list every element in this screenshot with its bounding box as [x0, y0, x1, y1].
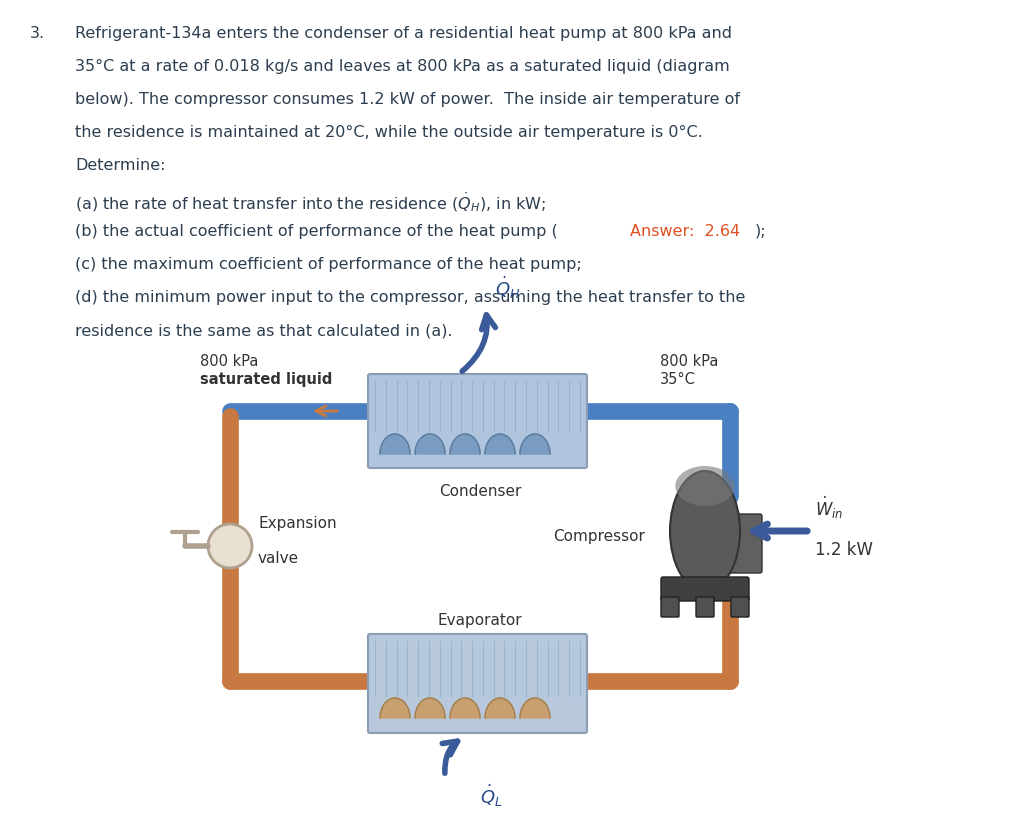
Polygon shape: [485, 698, 515, 718]
FancyBboxPatch shape: [662, 577, 749, 601]
Text: 35°C at a rate of 0.018 kg/s and leaves at 800 kPa as a saturated liquid (diagra: 35°C at a rate of 0.018 kg/s and leaves …: [75, 59, 730, 74]
Text: $\dot{W}_{in}$: $\dot{W}_{in}$: [815, 495, 844, 521]
Polygon shape: [450, 434, 480, 454]
Text: $\dot{Q}_H$: $\dot{Q}_H$: [495, 275, 520, 301]
Text: Determine:: Determine:: [75, 158, 166, 173]
Polygon shape: [380, 698, 410, 718]
Polygon shape: [415, 434, 445, 454]
Polygon shape: [450, 698, 480, 718]
Text: 3.: 3.: [30, 26, 45, 41]
Polygon shape: [415, 698, 445, 718]
Text: Condenser: Condenser: [439, 484, 521, 499]
Text: (b) the actual coefficient of performance of the heat pump (: (b) the actual coefficient of performanc…: [75, 224, 558, 239]
FancyBboxPatch shape: [696, 597, 714, 617]
Text: );: );: [755, 224, 767, 239]
Text: the residence is maintained at 20°C, while the outside air temperature is 0°C.: the residence is maintained at 20°C, whi…: [75, 125, 702, 140]
Text: valve: valve: [258, 551, 299, 566]
Text: Expansion: Expansion: [258, 516, 337, 531]
FancyBboxPatch shape: [368, 374, 587, 468]
Text: Answer:  2.64: Answer: 2.64: [630, 224, 740, 239]
FancyBboxPatch shape: [368, 634, 587, 733]
Polygon shape: [380, 434, 410, 454]
Text: (a) the rate of heat transfer into the residence ($\dot{Q}_H$), in kW;: (a) the rate of heat transfer into the r…: [75, 191, 546, 214]
Text: residence is the same as that calculated in (a).: residence is the same as that calculated…: [75, 323, 453, 338]
Text: 800 kPa: 800 kPa: [660, 354, 719, 369]
FancyBboxPatch shape: [731, 597, 749, 617]
Polygon shape: [520, 434, 550, 454]
Text: below). The compressor consumes 1.2 kW of power.  The inside air temperature of: below). The compressor consumes 1.2 kW o…: [75, 92, 740, 107]
Text: Evaporator: Evaporator: [437, 613, 522, 628]
Text: $\dot{Q}_L$: $\dot{Q}_L$: [480, 783, 503, 809]
Ellipse shape: [670, 471, 740, 591]
Text: Compressor: Compressor: [553, 529, 645, 543]
Text: (c) the maximum coefficient of performance of the heat pump;: (c) the maximum coefficient of performan…: [75, 257, 582, 272]
Text: Refrigerant-134a enters the condenser of a residential heat pump at 800 kPa and: Refrigerant-134a enters the condenser of…: [75, 26, 732, 41]
Polygon shape: [485, 434, 515, 454]
FancyBboxPatch shape: [723, 514, 762, 573]
Text: saturated liquid: saturated liquid: [200, 372, 333, 387]
Text: (d) the minimum power input to the compressor, assuming the heat transfer to the: (d) the minimum power input to the compr…: [75, 290, 745, 305]
Text: 1.2 kW: 1.2 kW: [815, 541, 873, 559]
Ellipse shape: [675, 466, 735, 506]
Text: 800 kPa: 800 kPa: [200, 354, 258, 369]
Circle shape: [208, 524, 252, 568]
Polygon shape: [520, 698, 550, 718]
Text: 35°C: 35°C: [660, 372, 696, 387]
FancyBboxPatch shape: [662, 597, 679, 617]
